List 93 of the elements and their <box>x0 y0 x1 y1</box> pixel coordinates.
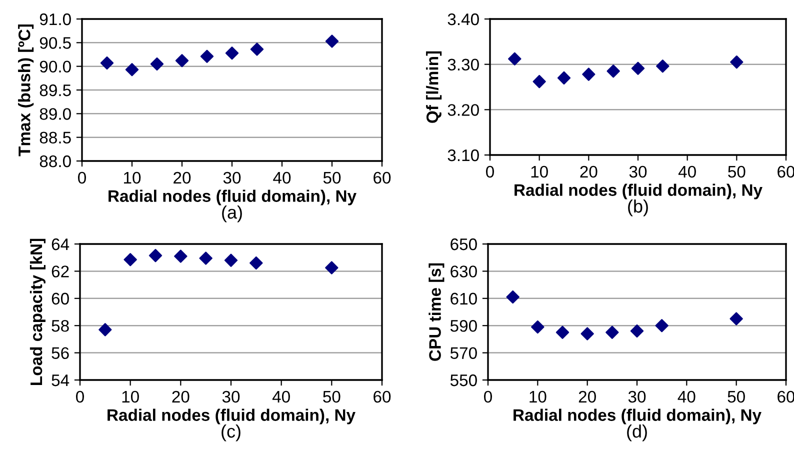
point <box>531 320 544 334</box>
x-tick-label: 20 <box>580 166 598 178</box>
y-tick-label: 3.30 <box>448 58 479 71</box>
y-tick-label: 610 <box>450 292 477 305</box>
y-tick-label: 89.5 <box>40 84 71 96</box>
y-axis-title: CPU time [s] <box>428 263 444 361</box>
point <box>656 60 670 73</box>
point <box>325 261 338 274</box>
text: (b) <box>628 199 648 216</box>
point <box>224 254 238 267</box>
y-tick-label: 58 <box>52 320 69 332</box>
x-tick-label: 0 <box>484 390 492 403</box>
point <box>100 56 114 70</box>
x-tick-label: 40 <box>273 172 291 184</box>
x-tick-label: 10 <box>124 172 141 184</box>
y-tick-label: 3.40 <box>448 13 479 26</box>
point <box>630 324 644 338</box>
x-tick-label: 0 <box>486 166 494 178</box>
point <box>125 63 139 76</box>
point <box>250 256 263 270</box>
point <box>148 248 162 262</box>
x-tick-label: 10 <box>122 390 139 403</box>
y-tick-label: 90.5 <box>40 37 71 49</box>
y-tick-label: 650 <box>450 238 477 250</box>
x-tick-label: 60 <box>374 390 391 403</box>
y-tick-label: 590 <box>450 320 477 332</box>
x-axis-title: Radial nodes (fluid domain), Ny <box>108 190 356 206</box>
y-tick-label: 90.0 <box>40 60 71 73</box>
y-axis-title: Tmax (bush) [ºC] <box>18 24 34 156</box>
point <box>175 54 189 68</box>
point <box>508 52 522 66</box>
x-tick-label: 50 <box>728 390 745 403</box>
point <box>150 57 164 71</box>
y-tick-label: 3.10 <box>448 149 479 162</box>
x-tick-label: 40 <box>678 166 696 178</box>
x-tick-label: 40 <box>678 390 696 403</box>
x-tick-label: 10 <box>530 390 546 403</box>
text: (c) <box>222 424 240 442</box>
x-tick-label: 40 <box>272 390 290 403</box>
point <box>124 253 137 266</box>
y-tick-label: 54 <box>52 374 70 386</box>
point <box>557 71 571 85</box>
x-tick-label: 30 <box>629 166 647 178</box>
x-tick-label: 50 <box>323 172 341 184</box>
point <box>98 323 112 336</box>
y-tick-label: 60 <box>52 292 69 305</box>
y-tick-label: 91.0 <box>40 13 71 26</box>
x-tick-label: 50 <box>323 390 340 403</box>
x-tick-label: 60 <box>374 172 391 184</box>
y-axis-title: Load capacity [kN] <box>30 238 46 385</box>
x-tick-label: 30 <box>628 390 646 403</box>
x-tick-label: 10 <box>531 166 548 178</box>
y-tick-label: 550 <box>450 374 477 386</box>
y-tick-label: 630 <box>450 266 477 278</box>
point <box>580 327 594 340</box>
point <box>174 250 188 263</box>
x-tick-label: 20 <box>172 390 190 403</box>
y-tick-label: 89.0 <box>40 108 71 120</box>
text: (d) <box>627 424 647 442</box>
point <box>582 68 596 81</box>
point <box>606 64 620 78</box>
x-tick-label: 0 <box>76 390 84 403</box>
point <box>730 55 744 69</box>
point <box>199 252 212 265</box>
point <box>532 74 546 88</box>
y-axis-title: Qf [l/min] <box>426 51 442 123</box>
y-tick-label: 88.0 <box>40 155 71 168</box>
point <box>200 50 214 63</box>
y-tick-label: 62 <box>52 266 69 278</box>
point <box>506 290 520 304</box>
x-tick-label: 20 <box>174 172 191 184</box>
y-tick-label: 3.20 <box>448 104 479 116</box>
point <box>556 326 570 339</box>
point <box>225 46 239 60</box>
y-tick-label: 64 <box>52 238 70 250</box>
y-tick-label: 570 <box>450 347 477 360</box>
x-tick-label: 30 <box>223 172 241 184</box>
x-axis-title: Radial nodes (fluid domain), Ny <box>108 408 356 424</box>
y-tick-label: 56 <box>52 347 69 360</box>
text: (a) <box>222 205 242 222</box>
x-tick-label: 20 <box>578 390 596 403</box>
x-axis-title: Radial nodes (fluid domain), Ny <box>514 408 762 424</box>
point <box>730 312 743 326</box>
point <box>325 34 339 48</box>
y-tick-label: 88.5 <box>40 132 71 144</box>
point <box>250 42 264 56</box>
x-tick-label: 50 <box>728 166 746 178</box>
point <box>606 326 619 339</box>
point <box>631 62 645 75</box>
x-tick-label: 0 <box>78 172 86 184</box>
x-tick-label: 30 <box>222 390 240 403</box>
x-axis-title: Radial nodes (fluid domain), Ny <box>514 184 762 200</box>
point <box>655 319 668 332</box>
